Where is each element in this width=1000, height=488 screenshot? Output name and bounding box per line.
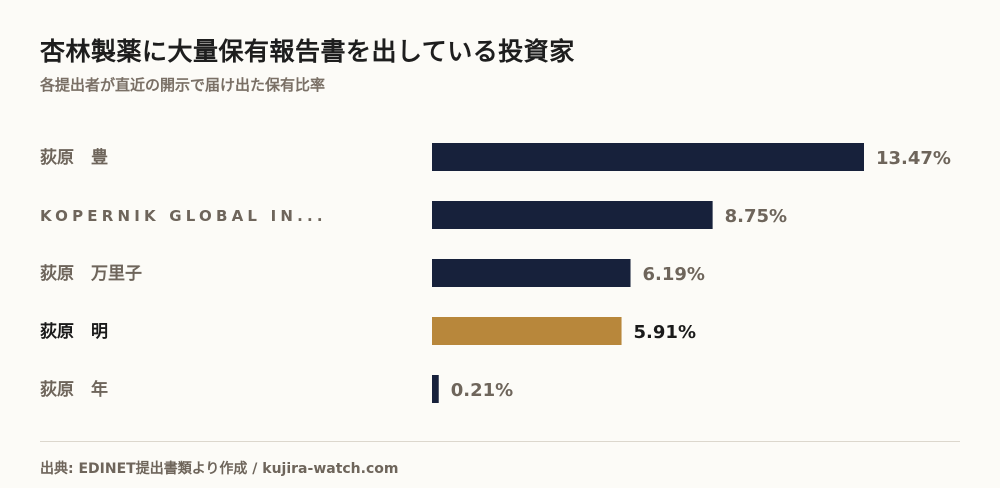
- bar: [432, 317, 622, 345]
- value-label: 6.19%: [643, 264, 705, 285]
- value-label: 13.47%: [876, 148, 951, 169]
- bar: [432, 201, 713, 229]
- category-label: 荻原 豊: [40, 147, 108, 168]
- category-label: 荻原 年: [40, 379, 108, 400]
- category-label: 荻原 万里子: [40, 263, 142, 284]
- bar: [432, 259, 631, 287]
- chart-title: 杏林製薬に大量保有報告書を出している投資家: [40, 37, 575, 66]
- footer-divider: [40, 441, 960, 442]
- category-label: 荻原 明: [40, 321, 108, 342]
- bar: [432, 143, 864, 171]
- category-label: KOPERNIK GLOBAL IN...: [40, 207, 327, 225]
- value-label: 8.75%: [725, 206, 787, 227]
- source-note: 出典: EDINET提出書類より作成 / kujira-watch.com: [40, 461, 399, 477]
- bar: [432, 375, 439, 403]
- value-label: 0.21%: [451, 380, 513, 401]
- chart-subtitle: 各提出者が直近の開示で届け出た保有比率: [40, 76, 326, 94]
- value-label: 5.91%: [634, 322, 696, 343]
